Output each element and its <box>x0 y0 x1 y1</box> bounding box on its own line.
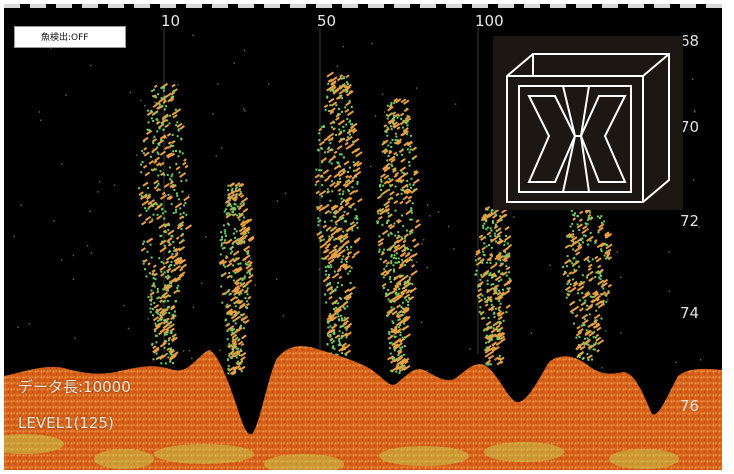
fish-detect-button[interactable]: 魚検出:OFF <box>14 26 126 48</box>
depth-label-68: 68 <box>680 32 700 50</box>
level-label: LEVEL1(125) <box>18 414 114 432</box>
data-length-label: データ長:10000 <box>18 378 131 396</box>
depth-label-74: 74 <box>680 304 700 322</box>
ping-tick-3: 100 <box>475 12 504 30</box>
seabed-highlights <box>4 434 679 470</box>
depth-label-76: 76 <box>680 397 700 415</box>
ping-tick-2: 50 <box>317 12 337 30</box>
echogram-canvas <box>4 28 722 470</box>
ping-tick-1: 10 <box>161 12 181 30</box>
seabed-band <box>4 346 722 470</box>
echogram-display: 10 50 100 魚検出:OFF 68 70 72 74 76 データ長:10… <box>4 4 722 470</box>
cube-logo-icon <box>493 36 683 210</box>
depth-label-72: 72 <box>680 212 700 230</box>
depth-label-70: 70 <box>680 118 700 136</box>
top-dashed-border <box>4 4 722 8</box>
